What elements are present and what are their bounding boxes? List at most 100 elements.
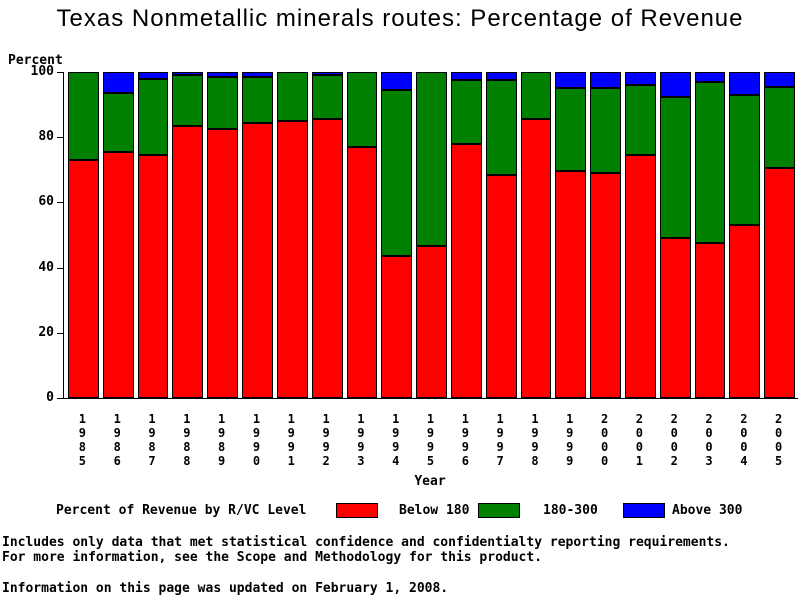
bar-group <box>68 72 796 398</box>
x-tick-label-1990: 1 9 9 0 <box>252 412 261 468</box>
bar-2003 <box>694 72 726 398</box>
x-tick-label-1989: 1 9 8 9 <box>218 412 226 468</box>
bar-segment <box>346 72 378 147</box>
legend-label-below-180: Below 180 <box>399 503 470 518</box>
bar-segment <box>68 160 99 398</box>
bar-segment <box>485 174 517 398</box>
bar-segment <box>242 122 273 398</box>
bar-segment <box>590 88 621 174</box>
bar-segment <box>381 89 413 257</box>
legend: Percent of Revenue by R/VC Level Below 1… <box>0 501 800 521</box>
bar-segment <box>590 173 621 398</box>
bar-1994 <box>381 72 413 398</box>
x-tick-label-2001: 2 0 0 1 <box>635 412 644 468</box>
legend-label-above-300: Above 300 <box>672 503 743 518</box>
bar-segment <box>207 72 239 77</box>
x-tick-label-1998: 1 9 9 8 <box>531 412 539 468</box>
bar-1987 <box>137 72 169 398</box>
bar-segment <box>659 72 691 97</box>
bar-1988 <box>172 72 204 398</box>
bar-segment <box>102 72 134 94</box>
x-tick-label-1985: 1 9 8 5 <box>78 412 87 468</box>
bar-segment <box>729 225 761 398</box>
y-tick-label: 80 <box>38 129 54 145</box>
bar-segment <box>311 75 343 120</box>
bar-segment <box>381 72 413 90</box>
x-tick-label-1997: 1 9 9 7 <box>496 412 504 468</box>
y-tick-label: 40 <box>38 259 54 275</box>
x-tick-label-2003: 2 0 0 3 <box>705 412 713 468</box>
bar-segment <box>520 72 552 120</box>
bar-segment <box>520 119 552 398</box>
x-axis-tick-labels: 1 9 8 5 1 9 8 6 1 9 8 7 1 9 8 8 1 9 8 9 1 9 9… <box>67 412 794 468</box>
bar-segment <box>625 85 656 156</box>
x-tick-label-1986: 1 9 8 6 <box>113 412 121 468</box>
y-tick-label: 0 <box>46 390 54 405</box>
bar-segment <box>137 155 169 398</box>
x-tick-label-1992: 1 9 9 2 <box>322 412 330 468</box>
bar-segment <box>172 125 204 398</box>
bar-2005 <box>764 72 796 398</box>
bar-1992 <box>311 72 343 398</box>
bar-segment <box>729 72 761 95</box>
bar-1990 <box>242 72 273 398</box>
bar-segment <box>172 72 204 76</box>
footnote-line-1: Includes only data that met statistical … <box>2 535 730 550</box>
bar-segment <box>207 129 239 398</box>
bar-segment <box>137 72 169 79</box>
bar-segment <box>659 96 691 239</box>
x-tick-label-1987: 1 9 8 7 <box>148 412 156 468</box>
bar-1996 <box>450 72 482 398</box>
x-tick-label-2000: 2 0 0 0 <box>600 412 609 468</box>
bar-segment <box>416 246 447 398</box>
bar-segment <box>659 238 691 398</box>
bar-2001 <box>625 72 656 398</box>
bar-segment <box>555 171 587 398</box>
y-tick-mark <box>57 202 63 204</box>
legend-swatch-below-180 <box>336 503 378 518</box>
footnote-line-2: For more information, see the Scope and … <box>2 550 543 565</box>
bar-segment <box>694 72 726 82</box>
bar-2002 <box>659 72 691 398</box>
y-tick-mark <box>57 72 63 73</box>
bar-segment <box>102 93 134 152</box>
bar-segment <box>485 80 517 175</box>
x-tick-label-2005: 2 0 0 5 <box>775 412 783 468</box>
bar-segment <box>242 72 273 77</box>
y-tick-mark <box>57 267 63 269</box>
bar-1998 <box>520 72 552 398</box>
bar-segment <box>694 81 726 244</box>
bar-segment <box>764 72 796 87</box>
bar-segment <box>276 72 308 121</box>
bar-1986 <box>102 72 134 398</box>
bar-segment <box>729 94 761 226</box>
bar-segment <box>555 88 587 172</box>
bar-segment <box>311 119 343 398</box>
x-tick-label-1996: 1 9 9 6 <box>461 412 469 468</box>
x-tick-label-2004: 2 0 0 4 <box>740 412 748 468</box>
y-tick-mark <box>57 332 63 334</box>
bar-segment <box>381 256 413 398</box>
y-tick-label: 20 <box>38 324 54 340</box>
x-tick-label-1991: 1 9 9 1 <box>287 412 295 468</box>
chart-title: Texas Nonmetallic minerals routes: Perce… <box>56 5 744 32</box>
bar-1991 <box>276 72 308 398</box>
x-tick-label-2002: 2 0 0 2 <box>670 412 678 468</box>
bar-segment <box>764 168 796 398</box>
plot-area <box>63 72 798 399</box>
updated-date-note: Information on this page was updated on … <box>2 581 449 596</box>
x-tick-label-1988: 1 9 8 8 <box>183 412 191 468</box>
bar-1999 <box>555 72 587 398</box>
bar-segment <box>625 72 656 86</box>
y-tick-mark <box>57 137 63 139</box>
bar-1985 <box>68 72 99 398</box>
legend-swatch-above-300 <box>623 503 665 518</box>
legend-label-180-300: 180-300 <box>543 503 598 518</box>
legend-title: Percent of Revenue by R/VC Level <box>56 503 307 518</box>
bar-segment <box>102 151 134 398</box>
x-tick-label-1993: 1 9 9 3 <box>357 412 365 468</box>
bar-2000 <box>590 72 621 398</box>
bar-2004 <box>729 72 761 398</box>
x-tick-label-1999: 1 9 9 9 <box>566 412 574 468</box>
